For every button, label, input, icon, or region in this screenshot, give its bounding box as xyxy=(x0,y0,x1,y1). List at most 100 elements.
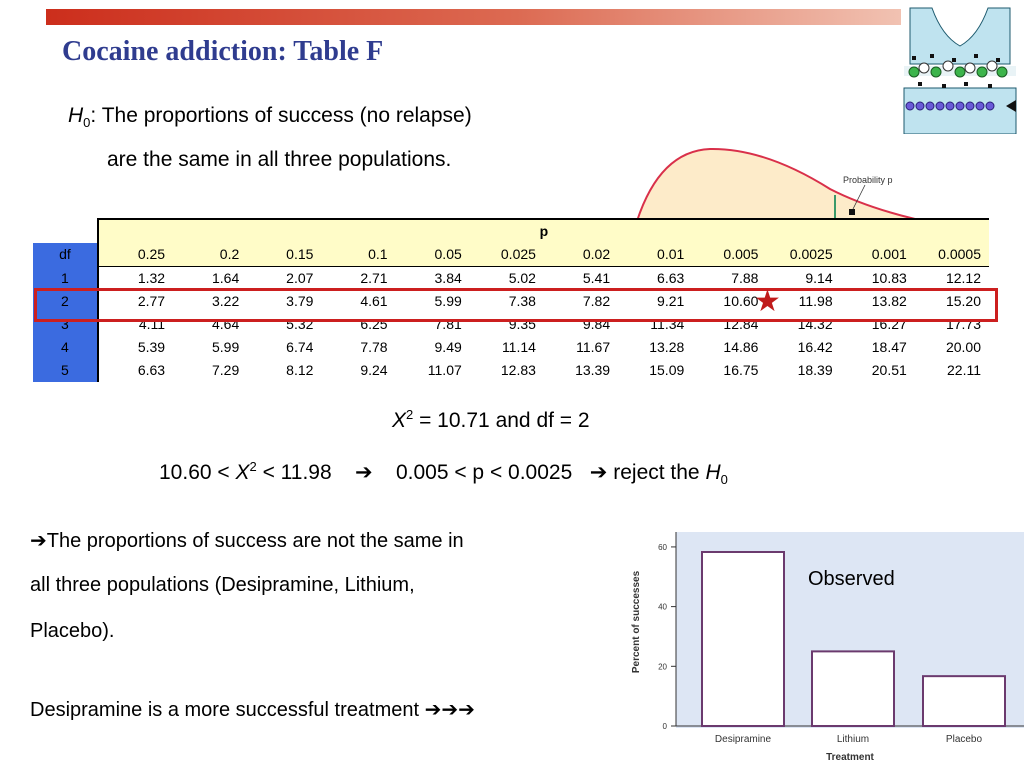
table-cell: 7.38 xyxy=(508,293,536,309)
table-row: 2 2.77 3.22 3.79 4.61 5.99 7.38 7.82 9.21 10.60 11… xyxy=(33,290,989,313)
x-category-label: Desipramine xyxy=(715,734,772,745)
table-df-cell: 4 xyxy=(33,336,99,359)
table-cell: 13.82 xyxy=(871,293,907,309)
chart-legend-observed: Observed xyxy=(808,568,895,590)
x-category-label: Lithium xyxy=(837,734,869,745)
table-p-value-header: 0.25 xyxy=(97,243,174,267)
table-cell: 3.84 xyxy=(434,270,462,286)
arrow-icon: ➔ xyxy=(30,530,47,552)
table-cell: 7.82 xyxy=(582,293,611,309)
table-cell: 11.07 xyxy=(427,362,462,378)
table-cell: 6.63 xyxy=(657,270,685,286)
table-p-value-header: 0.15 xyxy=(247,243,322,267)
observed-success-bar-chart: 0 20 40 60 Desipramine Lithium Placebo Observ… xyxy=(622,530,1024,768)
table-cell: 5.02 xyxy=(508,270,536,286)
table-cell: 11.14 xyxy=(501,339,536,355)
table-p-value-header: 0.1 xyxy=(321,243,396,267)
table-p-header-row: p xyxy=(33,218,989,243)
test-statistic-line: X2 = 10.71 and df = 2 xyxy=(392,407,590,433)
table-cell: 20.00 xyxy=(945,339,981,355)
table-cell: 7.78 xyxy=(360,339,388,355)
bar-desipramine xyxy=(701,550,785,728)
table-cell: 2.77 xyxy=(137,293,166,309)
table-p-value-header: 0.02 xyxy=(543,243,619,267)
table-p-value-header: 0.025 xyxy=(469,243,544,267)
conclusion-line-4: Desipramine is a more successful treatme… xyxy=(30,697,475,722)
table-cell: 13.28 xyxy=(649,339,685,355)
y-tick-label: 0 xyxy=(663,722,668,731)
curve-probability-label: Probability p xyxy=(843,175,893,185)
table-cell: 16.42 xyxy=(797,339,833,355)
stat-x: X xyxy=(392,409,407,432)
table-cell: 22.11 xyxy=(947,362,981,378)
stat2-a: 10.60 < xyxy=(159,461,236,484)
table-cell: 6.74 xyxy=(286,339,314,355)
hypothesis-line-1: H0: The proportions of success (no relap… xyxy=(68,104,472,130)
table-cell: 7.29 xyxy=(212,362,240,378)
y-tick-label: 20 xyxy=(658,662,667,671)
table-p-value-header: 0.0005 xyxy=(914,243,989,267)
table-p-value-header: 0.005 xyxy=(692,243,767,267)
slide-title: Cocaine addiction: Table F xyxy=(62,36,384,67)
stat2-c: 0.005 < p < 0.0025 xyxy=(372,461,590,484)
hypothesis-h-subscript: 0 xyxy=(83,115,91,131)
table-cell: 12.83 xyxy=(500,362,536,378)
table-df-cell: 1 xyxy=(33,266,99,290)
table-row: 5 6.63 7.29 8.12 9.24 11.07 12.83 13.39 15.09 16.… xyxy=(33,359,989,382)
x-category-label: Placebo xyxy=(946,734,983,745)
conclusion-line-3: Placebo). xyxy=(30,620,115,642)
bar-placebo xyxy=(922,675,1006,727)
table-cell: 5.39 xyxy=(137,339,166,355)
table-cell: 4.61 xyxy=(360,293,388,309)
conclusion-line-1: ➔The proportions of success are not the … xyxy=(30,528,464,553)
table-cell: 5.99 xyxy=(434,293,462,309)
table-cell: 5.41 xyxy=(582,270,611,286)
table-cell: 11.67 xyxy=(576,339,611,355)
table-cell: 1.32 xyxy=(137,270,166,286)
table-cell: 8.12 xyxy=(286,362,314,378)
hypothesis-line-2: are the same in all three populations. xyxy=(107,148,452,171)
table-row: 1 1.32 1.64 2.07 2.71 3.84 5.02 5.41 6.63 7.88 9.1… xyxy=(33,266,989,290)
table-cell: 7.88 xyxy=(731,270,759,286)
chart-x-axis-label: Treatment xyxy=(826,752,874,763)
table-df-cell: 3 xyxy=(33,313,99,336)
table-cell: 10.60 xyxy=(723,293,759,309)
table-cell: 3.79 xyxy=(286,293,314,309)
table-cell: 10.83 xyxy=(871,270,907,286)
table-cell: 9.14 xyxy=(805,270,833,286)
table-cell: 2.71 xyxy=(360,270,388,286)
table-df-header: df xyxy=(33,243,99,267)
synapse-illustration xyxy=(903,7,1017,134)
conclusion-line-2: all three populations (Desipramine, Lith… xyxy=(30,574,415,596)
y-tick-label: 40 xyxy=(658,603,667,612)
table-df-cell: 2 xyxy=(33,290,99,313)
arrow-icon: ➔ xyxy=(589,461,608,484)
stat2-h-sub: 0 xyxy=(720,472,728,488)
chi-square-table: p df 0.25 0.2 0.15 0.1 0.05 0.025 0.02 0.01 0.005 0… xyxy=(33,218,989,382)
table-cell: 18.39 xyxy=(797,362,833,378)
y-tick-label: 60 xyxy=(658,543,667,552)
table-row: 4 5.39 5.99 6.74 7.78 9.49 11.14 11.67 13.28 14.8… xyxy=(33,336,989,359)
table-cell: 3.22 xyxy=(212,293,240,309)
table-cell: 15.09 xyxy=(649,362,685,378)
chart-y-axis-label: Percent of successes xyxy=(631,570,642,673)
stat2-sup: 2 xyxy=(249,459,257,474)
table-cell: 14.86 xyxy=(723,339,759,355)
table-cell: 20.51 xyxy=(871,362,907,378)
table-cell: 6.63 xyxy=(137,362,166,378)
table-cell: 1.64 xyxy=(212,270,240,286)
table-df-cell: 5 xyxy=(33,359,99,382)
title-accent-bar xyxy=(46,9,901,25)
table-cell: 15.20 xyxy=(945,293,981,309)
stat2-b: < 11.98 xyxy=(256,461,355,484)
table-p-value-header: 0.2 xyxy=(173,243,248,267)
table-p-value-header: 0.05 xyxy=(395,243,470,267)
table-header-row: df 0.25 0.2 0.15 0.1 0.05 0.025 0.02 0.01 0.005 0.… xyxy=(33,243,989,267)
bar-lithium xyxy=(811,650,895,727)
df-2-highlight-box xyxy=(34,288,998,322)
conclusion-text-1: The proportions of success are not the s… xyxy=(46,530,464,552)
table-cell: 18.47 xyxy=(871,339,907,355)
table-p-header: p xyxy=(97,218,989,243)
table-cell: 12.12 xyxy=(945,270,981,286)
stat2-d: reject the xyxy=(607,461,706,484)
